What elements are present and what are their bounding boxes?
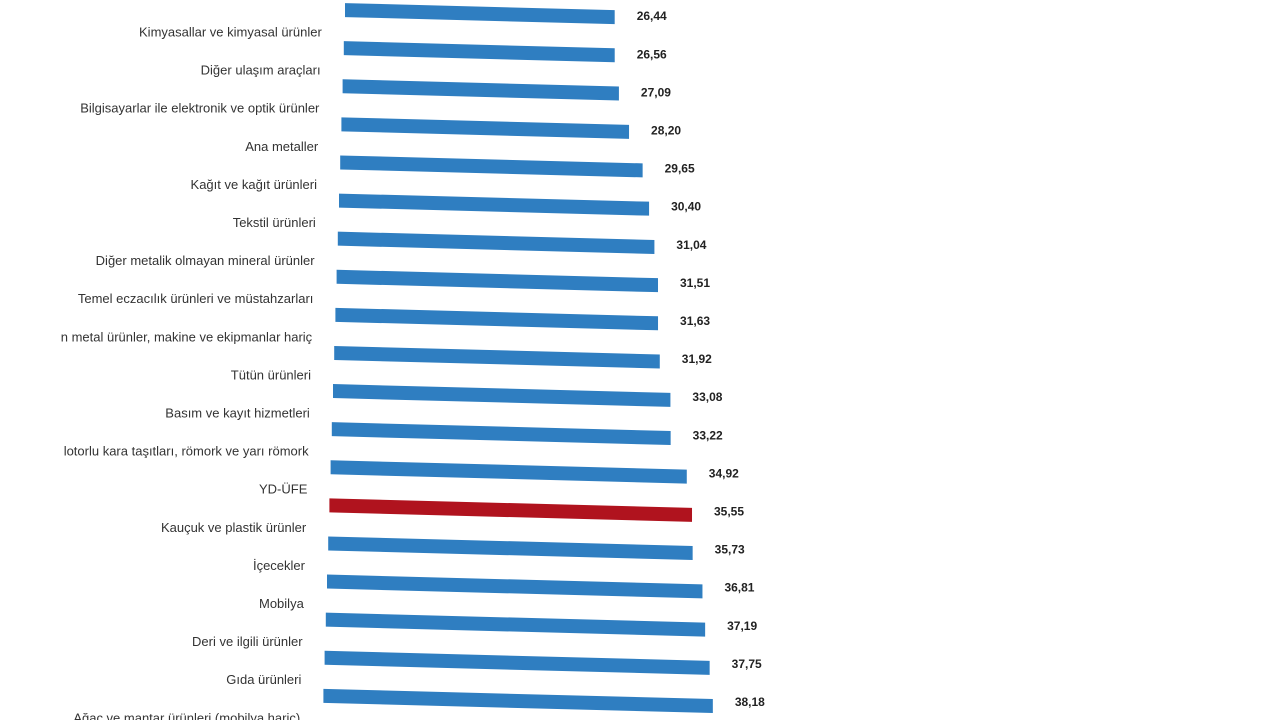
value-label: 31,92 bbox=[682, 352, 712, 366]
bar bbox=[327, 574, 703, 599]
bar bbox=[329, 498, 693, 522]
value-label: 29,65 bbox=[665, 162, 695, 176]
bar bbox=[330, 460, 687, 484]
category-label: Ana metaller bbox=[245, 139, 319, 154]
category-label: Mobilya bbox=[259, 596, 305, 611]
category-label: Tütün ürünleri bbox=[231, 367, 311, 382]
bar bbox=[334, 345, 660, 369]
bar bbox=[340, 155, 643, 178]
value-label: 31,04 bbox=[676, 238, 706, 252]
category-label: Kauçuk ve plastik ürünler bbox=[161, 520, 307, 535]
value-label: 31,63 bbox=[680, 314, 710, 328]
category-label: Ağaç ve mantar ürünleri (mobilya hariç) bbox=[73, 710, 300, 720]
bar bbox=[333, 384, 671, 407]
value-label: 37,19 bbox=[727, 619, 757, 633]
category-label: Tekstil ürünleri bbox=[233, 215, 316, 230]
category-label: Gıda ürünleri bbox=[226, 672, 301, 687]
value-label: 38,18 bbox=[735, 695, 765, 709]
value-label: 30,40 bbox=[671, 200, 701, 214]
bar bbox=[323, 688, 713, 714]
bar bbox=[339, 193, 650, 216]
value-label: 27,09 bbox=[641, 85, 671, 99]
category-label: Basım ve kayıt hizmetleri bbox=[165, 406, 310, 421]
bar bbox=[337, 231, 655, 254]
category-label: Bilgisayarlar ile elektronik ve optik ür… bbox=[80, 101, 320, 116]
category-label: Temel eczacılık ürünleri ve müstahzarlar… bbox=[78, 291, 314, 306]
category-label: Diğer ulaşım araçları bbox=[201, 63, 321, 78]
bar bbox=[343, 41, 615, 63]
value-label: 26,44 bbox=[637, 9, 667, 23]
category-label: Kimyasallar ve kimyasal ürünler bbox=[139, 25, 322, 40]
category-label: Kağıt ve kağıt ürünleri bbox=[191, 177, 318, 192]
category-label: Diğer metalik olmayan mineral ürünler bbox=[96, 253, 316, 268]
value-label: 34,92 bbox=[709, 466, 739, 480]
value-label: 36,81 bbox=[724, 581, 754, 595]
bar bbox=[324, 650, 710, 675]
value-label: 26,56 bbox=[637, 47, 667, 61]
value-label: 31,51 bbox=[680, 276, 710, 290]
value-label: 37,75 bbox=[732, 657, 762, 671]
value-label: 33,08 bbox=[692, 390, 722, 404]
bar bbox=[341, 117, 630, 139]
category-label: İçecekler bbox=[253, 558, 306, 573]
bar bbox=[331, 422, 671, 446]
category-label: lotorlu kara taşıtları, römork ve yarı r… bbox=[64, 444, 309, 459]
category-label: Deri ve ilgili ürünler bbox=[192, 634, 303, 649]
bar bbox=[342, 79, 619, 101]
value-label: 35,73 bbox=[715, 543, 745, 557]
value-label: 35,55 bbox=[714, 504, 744, 518]
bar bbox=[336, 269, 659, 293]
category-label: YD-ÜFE bbox=[259, 482, 308, 497]
bar bbox=[345, 3, 615, 25]
value-label: 33,22 bbox=[693, 428, 723, 442]
category-label: n metal ürünler, makine ve ekipmanlar ha… bbox=[61, 329, 313, 344]
bar bbox=[328, 536, 693, 561]
value-label: 28,20 bbox=[651, 123, 681, 137]
bar bbox=[335, 307, 659, 331]
bar bbox=[325, 612, 706, 637]
